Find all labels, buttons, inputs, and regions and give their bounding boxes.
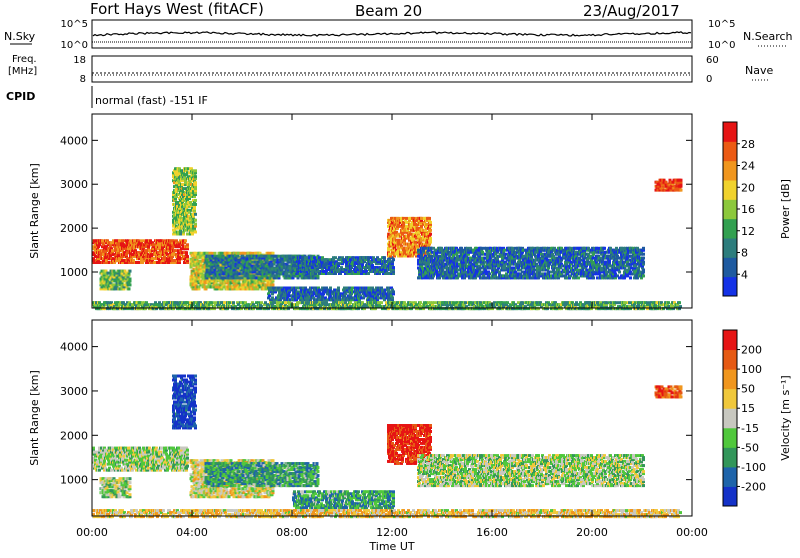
- echo-cell: [111, 249, 114, 252]
- echo-cell: [337, 262, 340, 265]
- site-title: Fort Hays West (fitACF): [90, 0, 264, 18]
- echo-cell: [185, 251, 188, 254]
- echo-cell: [135, 261, 138, 264]
- freq-trace: [92, 73, 692, 75]
- freq-label-line1: Freq.: [12, 54, 37, 65]
- echo-cell: [377, 296, 380, 299]
- echo-cell: [241, 276, 244, 279]
- echo-cell: [214, 252, 217, 255]
- echo-cell: [194, 203, 197, 206]
- nsky-tick-top: 10^5: [61, 19, 88, 30]
- echo-cell: [392, 266, 395, 269]
- echo-cell: [383, 256, 386, 259]
- echo-cell: [423, 247, 426, 250]
- echo-region: [387, 217, 432, 258]
- nsearch-label: N.Search: [743, 30, 793, 43]
- echo-cell: [243, 252, 246, 255]
- echo-cell: [182, 187, 185, 190]
- echo-region: [417, 247, 645, 280]
- echo-cell: [194, 175, 197, 178]
- echo-cell: [194, 213, 197, 216]
- echo-cell: [211, 252, 214, 255]
- nsky-label: N.Sky: [4, 30, 36, 43]
- echo-cell: [429, 237, 432, 240]
- echo-cell: [194, 231, 197, 234]
- cpid-label: CPID: [6, 90, 35, 103]
- echo-cell: [337, 287, 340, 290]
- echo-region: [172, 167, 197, 235]
- echo-cell: [272, 252, 275, 255]
- echo-cell: [392, 258, 395, 261]
- scatter-cells: [92, 167, 683, 310]
- echo-cell: [194, 219, 197, 222]
- echo-cell: [184, 239, 187, 242]
- echo-cell: [301, 256, 304, 259]
- nsearch-tick-top: 10^5: [708, 19, 735, 30]
- echo-cell: [391, 296, 394, 299]
- echo-cell: [428, 217, 431, 220]
- nave-tick-bottom: 0: [706, 74, 712, 85]
- echo-cell: [194, 199, 197, 202]
- nave-label: Nave: [745, 64, 773, 77]
- echo-cell: [128, 287, 131, 290]
- echo-cell: [257, 265, 260, 268]
- echo-cell: [175, 201, 178, 204]
- freq-strip-frame: [92, 56, 692, 82]
- beam-title: Beam 20: [355, 2, 422, 20]
- echo-cell: [429, 233, 432, 236]
- echo-cell: [228, 259, 231, 262]
- echo-cell: [194, 169, 197, 172]
- echo-cell: [194, 181, 197, 184]
- echo-region: [92, 239, 189, 264]
- echo-cell: [258, 276, 261, 279]
- echo-cell: [129, 270, 132, 273]
- echo-region: [100, 270, 132, 291]
- cpid-value: normal (fast) -151 IF: [95, 94, 208, 107]
- echo-cell: [107, 272, 110, 275]
- echo-cell: [351, 287, 354, 290]
- echo-cell: [405, 217, 408, 220]
- echo-cell: [186, 243, 189, 246]
- echo-cell: [186, 233, 189, 236]
- nsky-trace: [92, 32, 692, 42]
- echo-cell: [140, 239, 143, 242]
- nave-tick-top: 60: [706, 55, 719, 66]
- echo-cell: [460, 247, 463, 250]
- echo-cell: [101, 239, 104, 242]
- echo-cell: [194, 223, 197, 226]
- echo-cell: [429, 221, 432, 224]
- nsky-tick-bottom: 10^0: [61, 40, 88, 51]
- date-title: 23/Aug/2017: [583, 2, 680, 20]
- nsky-line: [93, 32, 691, 36]
- echo-region: [292, 256, 395, 275]
- echo-cell: [488, 272, 491, 275]
- nsearch-tick-bottom: 10^0: [708, 40, 735, 51]
- echo-cell: [334, 256, 337, 259]
- echo-cell: [252, 261, 255, 264]
- freq-tick-top: 18: [73, 55, 86, 66]
- echo-cell: [186, 255, 189, 258]
- echo-cell: [392, 290, 395, 293]
- echo-cell: [480, 247, 483, 250]
- freq-label-line2: [MHz]: [8, 66, 37, 77]
- echo-cell: [129, 283, 132, 286]
- freq-tick-bottom: 8: [80, 74, 86, 85]
- echo-cell: [429, 229, 432, 232]
- echo-cell: [237, 255, 240, 258]
- echo-cell: [322, 270, 325, 273]
- echo-cell: [129, 278, 132, 281]
- echo-cell: [430, 255, 433, 258]
- echo-cell: [285, 287, 288, 290]
- echo-cell: [268, 294, 271, 297]
- echo-cell: [329, 287, 332, 290]
- echo-region: [267, 287, 395, 302]
- echo-cell: [272, 283, 275, 286]
